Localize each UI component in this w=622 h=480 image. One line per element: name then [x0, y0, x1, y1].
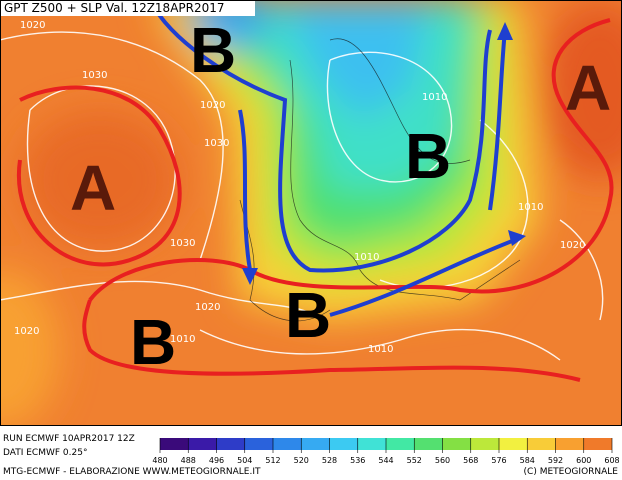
- colorbar-label: 536: [350, 456, 365, 465]
- low-label: B: [190, 14, 236, 86]
- arrowhead: [497, 22, 513, 40]
- colorbar-cell: [216, 438, 245, 450]
- colorbar-label: 576: [491, 456, 506, 465]
- colorbar: 480 488 496 504 512 520 528 536 544 552 560 568 576 5…: [152, 438, 620, 465]
- colorbar-label: 568: [463, 456, 478, 465]
- isobar-label: 1010: [518, 202, 543, 213]
- colorbar-label: 504: [237, 456, 252, 465]
- low-pressure-axes: [148, 0, 521, 317]
- colorbar-label: 496: [209, 456, 224, 465]
- colorbar-label: 600: [576, 456, 591, 465]
- colorbar-label: 544: [378, 456, 393, 465]
- colorbar-cell: [555, 438, 584, 450]
- colorbar-label: 520: [294, 456, 309, 465]
- isobar-label: 1020: [14, 326, 39, 337]
- data-info: DATI ECMWF 0.25°: [3, 448, 87, 458]
- high-pressure-boundaries: [16, 18, 614, 382]
- low-label: B: [130, 306, 176, 378]
- low-label: B: [285, 279, 331, 351]
- colorbar-cell: [527, 438, 556, 450]
- credits: MTG-ECMWF - ELABORAZIONE WWW.METEOGIORNA…: [3, 467, 261, 477]
- high-label: A: [70, 152, 116, 224]
- colorbar-cell: [583, 438, 612, 450]
- colorbar-cell: [329, 438, 358, 450]
- isobar-label: 1010: [422, 92, 447, 103]
- high-label: A: [565, 52, 611, 124]
- coastlines: [239, 38, 521, 322]
- colorbar-cell: [470, 438, 499, 450]
- colorbar-label: 512: [265, 456, 280, 465]
- title-box: [0, 0, 255, 16]
- colorbar-label: 488: [181, 456, 196, 465]
- colorbar-label: 584: [520, 456, 535, 465]
- isobar-label: 1010: [368, 344, 393, 355]
- colorbar-label: 608: [604, 456, 619, 465]
- run-info: RUN ECMWF 10APR2017 12Z: [3, 434, 135, 444]
- colorbar-label: 560: [435, 456, 450, 465]
- isobar-label: 1020: [560, 240, 585, 251]
- isobars: [0, 31, 604, 361]
- isobar-label: 1030: [170, 238, 195, 249]
- map: A A B B B B 1020 1030 1020 1030 1030 102…: [0, 0, 622, 425]
- isobar-label: 1010: [354, 252, 379, 263]
- colorbar-cell: [301, 438, 330, 450]
- colorbar-cell: [442, 438, 471, 450]
- isobar-label: 1020: [20, 20, 45, 31]
- isobar-label: 1020: [195, 302, 220, 313]
- colorbar-label: 592: [548, 456, 563, 465]
- colorbar-cell: [499, 438, 528, 450]
- isobar-label: 1010: [170, 334, 195, 345]
- arrowhead: [508, 230, 526, 246]
- colorbar-cell: [386, 438, 415, 450]
- copyright: (C) METEOGIORNALE: [524, 467, 619, 477]
- colorbar-cell: [273, 438, 302, 450]
- isobar-label: 1030: [204, 138, 229, 149]
- isobar-label: 1020: [200, 100, 225, 111]
- arrowhead: [242, 268, 258, 285]
- colorbar-cell: [188, 438, 217, 450]
- colorbar-cell: [244, 438, 273, 450]
- colorbar-label: 552: [407, 456, 422, 465]
- colorbar-cell: [357, 438, 386, 450]
- colorbar-cell: [160, 438, 189, 450]
- colorbar-label: 480: [152, 456, 167, 465]
- isobar-label: 1030: [82, 70, 107, 81]
- low-label: B: [405, 120, 451, 192]
- colorbar-label: 528: [322, 456, 337, 465]
- map-title: GPT Z500 + SLP Val. 12Z18APR2017: [4, 1, 225, 15]
- colorbar-cell: [414, 438, 443, 450]
